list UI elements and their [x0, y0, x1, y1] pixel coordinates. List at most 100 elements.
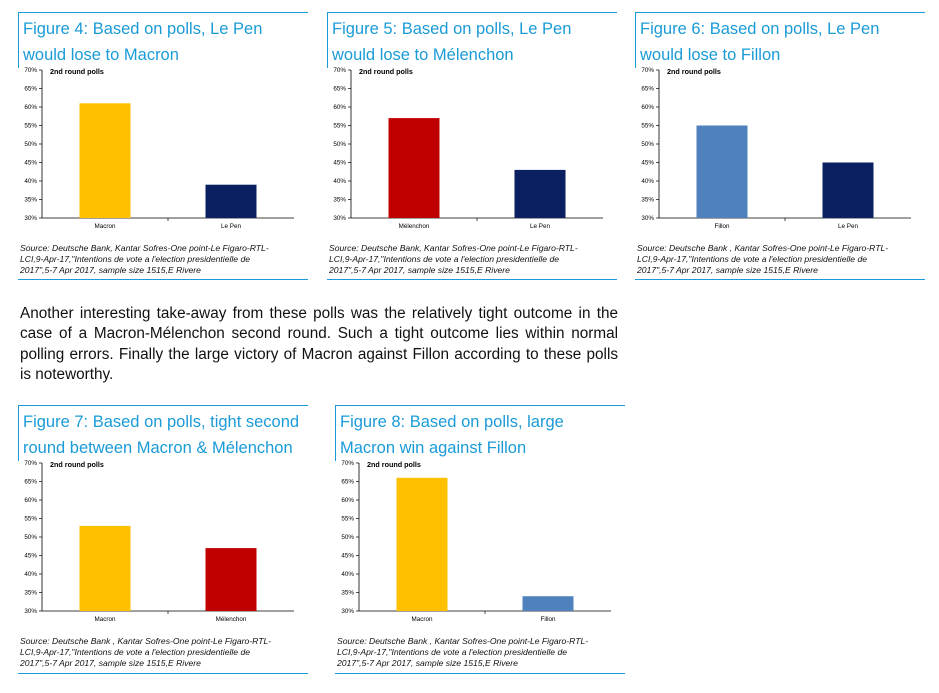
- y-tick-label: 55%: [341, 516, 354, 523]
- x-tick-label: Mélenchon: [216, 616, 247, 623]
- source-line: Source: Deutsche Bank, Kantar Sofres-One…: [329, 243, 578, 253]
- source-line: Source: Deutsche Bank, Kantar Sofres-One…: [20, 243, 269, 253]
- source-line: Source: Deutsche Bank , Kantar Sofres-On…: [20, 636, 272, 646]
- y-tick-label: 45%: [24, 160, 37, 167]
- figure-title: Figure 5: Based on polls, Le Pen would l…: [327, 12, 617, 68]
- source-line: Source: Deutsche Bank , Kantar Sofres-On…: [637, 243, 889, 253]
- y-tick-label: 65%: [341, 479, 354, 486]
- figure-4: Figure 4: Based on polls, Le Pen would l…: [18, 12, 308, 282]
- y-tick-label: 60%: [24, 104, 37, 111]
- y-tick-label: 65%: [333, 86, 346, 93]
- chart-title: 2nd round polls: [667, 67, 721, 76]
- source-rule: [335, 673, 625, 674]
- source-line: LCI,9-Apr-17,"Intentions de vote a l'ele…: [20, 647, 251, 657]
- bar-macron: [79, 525, 131, 611]
- source-rule: [18, 673, 308, 674]
- source-line: Source: Deutsche Bank , Kantar Sofres-On…: [337, 636, 589, 646]
- y-tick-label: 50%: [641, 141, 654, 148]
- y-tick-label: 45%: [341, 553, 354, 560]
- y-tick-label: 35%: [641, 197, 654, 204]
- y-tick-label: 30%: [641, 215, 654, 222]
- x-tick-label: Fillon: [540, 616, 556, 623]
- y-tick-label: 65%: [641, 86, 654, 93]
- figure-title: Figure 4: Based on polls, Le Pen would l…: [18, 12, 308, 68]
- y-tick-label: 65%: [24, 479, 37, 486]
- chart-title: 2nd round polls: [367, 460, 421, 469]
- source-rule: [18, 279, 308, 280]
- bar-macron: [396, 477, 448, 611]
- y-tick-label: 50%: [333, 141, 346, 148]
- bar-chart: 30% 35% 40% 45% 50% 55% 60% 65% 70% 2nd round pol…: [341, 460, 611, 623]
- bar-fillon: [696, 125, 748, 218]
- bar-chart: 30% 35% 40% 45% 50% 55% 60% 65% 70% 2nd round pol…: [641, 67, 911, 230]
- x-tick-label: Le Pen: [530, 223, 550, 230]
- y-tick-label: 45%: [24, 553, 37, 560]
- x-tick-label: Le Pen: [221, 223, 241, 230]
- y-tick-label: 30%: [24, 215, 37, 222]
- figure-title: Figure 7: Based on polls, tight second r…: [18, 405, 308, 461]
- y-tick-label: 60%: [24, 497, 37, 504]
- source-line: 2017",5-7 Apr 2017, sample size 1515,E R…: [329, 265, 510, 275]
- figure-8: Figure 8: Based on polls, large Macron w…: [335, 405, 625, 677]
- figure-5: Figure 5: Based on polls, Le Pen would l…: [327, 12, 617, 282]
- figure-source: Source: Deutsche Bank , Kantar Sofres-On…: [635, 243, 925, 276]
- bar-chart: 30% 35% 40% 45% 50% 55% 60% 65% 70% 2nd round pol…: [24, 460, 294, 623]
- y-tick-label: 55%: [641, 123, 654, 130]
- y-tick-label: 60%: [333, 104, 346, 111]
- body-paragraph: Another interesting take-away from these…: [20, 305, 618, 383]
- y-tick-label: 40%: [341, 571, 354, 578]
- figure-title-line: would lose to Fillon: [640, 46, 781, 64]
- figure-title: Figure 6: Based on polls, Le Pen would l…: [635, 12, 925, 68]
- y-tick-label: 35%: [24, 197, 37, 204]
- figure-source: Source: Deutsche Bank, Kantar Sofres-One…: [18, 243, 308, 276]
- y-tick-label: 55%: [24, 123, 37, 130]
- figure-title-line: would lose to Macron: [23, 46, 179, 64]
- figure-title-line: Figure 7: Based on polls, tight second: [23, 413, 300, 431]
- chart-title: 2nd round polls: [359, 67, 413, 76]
- source-rule: [327, 279, 617, 280]
- bar-macron: [79, 103, 131, 218]
- y-tick-label: 35%: [333, 197, 346, 204]
- bar-lepen: [514, 169, 566, 218]
- bar-chart: 30% 35% 40% 45% 50% 55% 60% 65% 70% 2nd round pol…: [333, 67, 603, 230]
- y-tick-label: 40%: [24, 571, 37, 578]
- y-tick-label: 30%: [333, 215, 346, 222]
- figure-source: Source: Deutsche Bank , Kantar Sofres-On…: [18, 636, 308, 669]
- y-tick-label: 60%: [641, 104, 654, 111]
- y-tick-label: 70%: [341, 460, 354, 467]
- y-tick-label: 50%: [341, 534, 354, 541]
- source-rule: [635, 279, 925, 280]
- y-tick-label: 50%: [24, 141, 37, 148]
- bar-mlenchon: [205, 548, 257, 611]
- chart-title: 2nd round polls: [50, 67, 104, 76]
- figure-title-line: would lose to Mélenchon: [332, 46, 514, 64]
- y-tick-label: 30%: [24, 608, 37, 615]
- figure-6: Figure 6: Based on polls, Le Pen would l…: [635, 12, 925, 282]
- figure-source: Source: Deutsche Bank, Kantar Sofres-One…: [327, 243, 617, 276]
- bar-lepen: [205, 184, 257, 218]
- figure-7: Figure 7: Based on polls, tight second r…: [18, 405, 308, 677]
- y-tick-label: 55%: [24, 516, 37, 523]
- figure-title-line: Figure 8: Based on polls, large: [340, 413, 564, 431]
- figure-source: Source: Deutsche Bank , Kantar Sofres-On…: [335, 636, 625, 669]
- x-tick-label: Fillon: [714, 223, 730, 230]
- bar-lepen: [822, 162, 874, 218]
- y-tick-label: 70%: [24, 67, 37, 74]
- y-tick-label: 70%: [333, 67, 346, 74]
- y-tick-label: 45%: [333, 160, 346, 167]
- figure-title: Figure 8: Based on polls, large Macron w…: [335, 405, 625, 461]
- x-tick-label: Macron: [412, 616, 433, 623]
- y-tick-label: 70%: [24, 460, 37, 467]
- y-tick-label: 70%: [641, 67, 654, 74]
- source-line: 2017",5-7 Apr 2017, sample size 1515,E R…: [20, 265, 201, 275]
- y-tick-label: 30%: [341, 608, 354, 615]
- x-tick-label: Le Pen: [838, 223, 858, 230]
- x-tick-label: Macron: [95, 223, 116, 230]
- bar-mlenchon: [388, 118, 440, 218]
- source-line: 2017",5-7 Apr 2017, sample size 1515,E R…: [337, 658, 518, 668]
- chart-title: 2nd round polls: [50, 460, 104, 469]
- source-line: LCI,9-Apr-17,"Intentions de vote a l'ele…: [329, 254, 560, 264]
- figure-title-line: Figure 5: Based on polls, Le Pen: [332, 20, 572, 38]
- y-tick-label: 50%: [24, 534, 37, 541]
- y-tick-label: 60%: [341, 497, 354, 504]
